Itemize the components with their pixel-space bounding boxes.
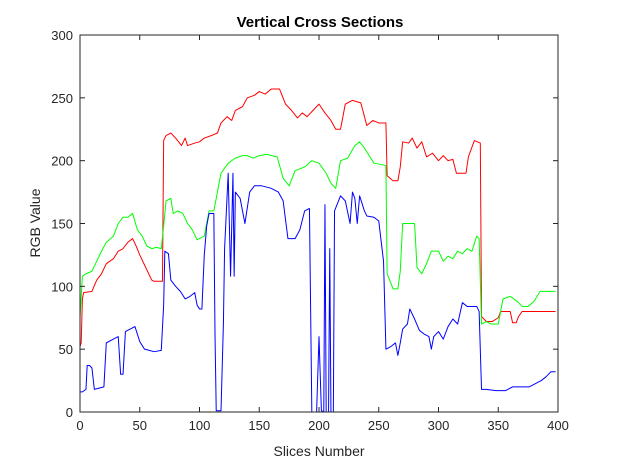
y-tick-label-3: 150 (51, 217, 73, 232)
x-tick-label-1: 50 (133, 418, 147, 433)
series-line-1 (79, 141, 556, 325)
ticks-layer: 0 50 100 150 200 250 300 350 400 0 50 100 150 200 250 3… (51, 28, 569, 433)
series-line-0 (79, 88, 556, 347)
y-tick-label-4: 200 (51, 154, 73, 169)
x-tick-label-4: 200 (308, 418, 330, 433)
x-tick-label-8: 400 (547, 418, 569, 433)
x-tick-label-7: 350 (487, 418, 509, 433)
series-line-2 (80, 172, 556, 413)
x-axis-label: Slices Number (273, 443, 364, 459)
x-tick-label-6: 300 (428, 418, 450, 433)
y-tick-label-2: 100 (51, 279, 73, 294)
x-tick-label-3: 150 (248, 418, 270, 433)
x-tick-label-2: 100 (189, 418, 211, 433)
y-axis-label: RGB Value (27, 188, 43, 257)
plot-frame (79, 34, 559, 413)
x-tick-label-5: 250 (368, 418, 390, 433)
series-layer (79, 88, 556, 413)
y-tick-label-1: 50 (59, 342, 73, 357)
y-tick-label-6: 300 (51, 28, 73, 43)
x-tick-label-0: 0 (76, 418, 83, 433)
y-tick-label-0: 0 (66, 405, 73, 420)
y-tick-label-5: 250 (51, 91, 73, 106)
chart-title: Vertical Cross Sections (237, 14, 404, 31)
